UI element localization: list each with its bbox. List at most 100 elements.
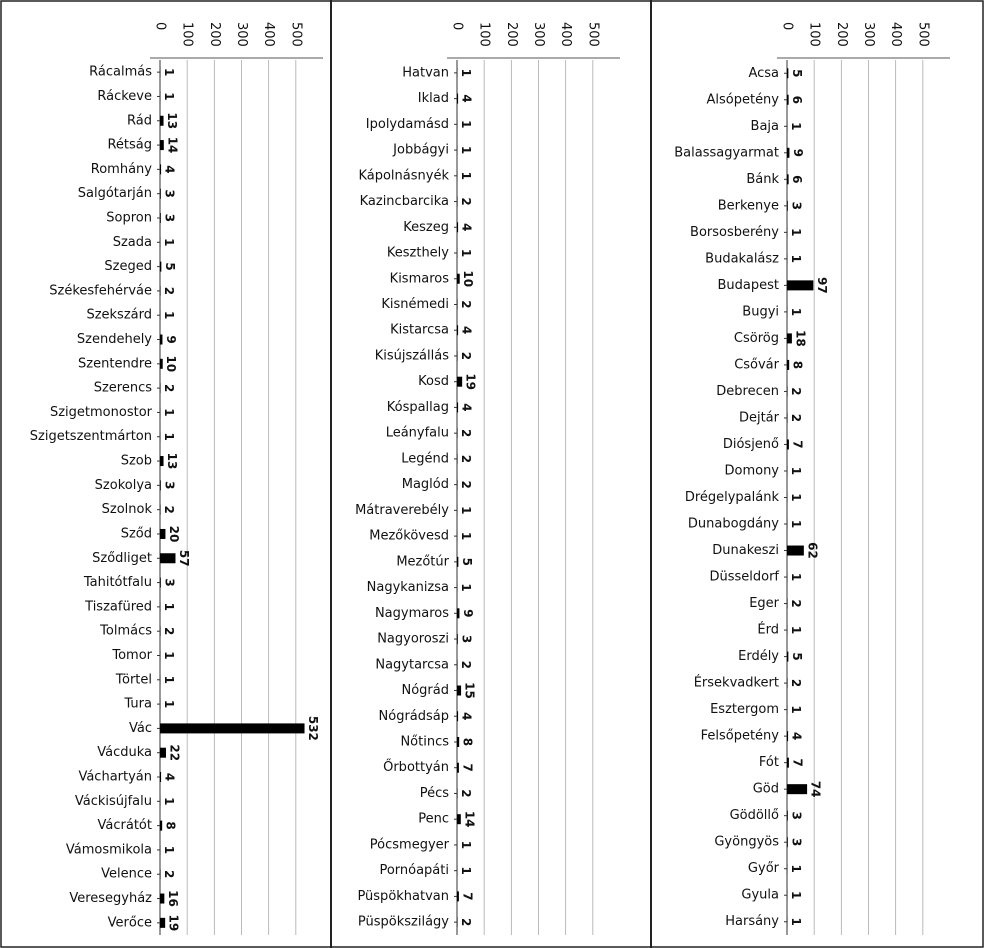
value-label: 532 [306, 716, 320, 741]
y-tick-label: Düsseldorf [709, 570, 779, 585]
value-label: 1 [459, 866, 473, 874]
value-label: 1 [459, 120, 473, 128]
value-label: 13 [165, 112, 179, 129]
value-label: 2 [162, 384, 176, 392]
bar [457, 299, 458, 310]
y-tick-label: Kápolnásnyék [358, 168, 449, 183]
bar [787, 68, 789, 79]
value-label: 2 [459, 300, 473, 308]
value-label: 1 [459, 172, 473, 180]
value-label: 5 [163, 262, 177, 270]
y-tick-label: Tiszafüred [84, 599, 152, 614]
value-label: 2 [789, 679, 803, 687]
value-label: 9 [164, 335, 178, 343]
x-tick-label: 0 [450, 22, 465, 30]
bar [457, 814, 461, 825]
value-label: 1 [459, 841, 473, 849]
value-label: 6 [790, 175, 804, 183]
value-label: 1 [789, 228, 803, 236]
y-tick-label: Salgótarján [78, 186, 152, 201]
value-label: 1 [162, 92, 176, 100]
bar [457, 685, 462, 696]
value-label: 1 [162, 238, 176, 246]
y-tick-label: Felsőpetény [701, 729, 780, 744]
y-tick-label: Szolnok [102, 502, 153, 517]
y-tick-label: Kismaros [390, 271, 450, 286]
y-tick-label: Pécs [420, 786, 450, 801]
y-tick-label: Váchartyán [78, 770, 152, 785]
y-tick-label: Tahitótfalu [83, 575, 152, 590]
y-tick-label: Püspökhatvan [357, 889, 449, 904]
y-tick-label: Hatvan [402, 65, 449, 80]
y-tick-label: Nagytarcsa [375, 657, 449, 672]
x-tick-label: 100 [477, 22, 492, 47]
value-label: 19 [464, 373, 478, 390]
bar [160, 358, 163, 369]
x-tick-label: 400 [888, 22, 903, 47]
bar [160, 212, 161, 223]
bar [160, 772, 162, 783]
value-label: 7 [460, 892, 474, 900]
value-label: 4 [460, 94, 474, 102]
y-tick-label: Alsópetény [706, 92, 779, 107]
bar [457, 608, 460, 619]
y-tick-label: Szeged [104, 259, 152, 274]
value-label: 2 [162, 287, 176, 295]
y-tick-label: Kistarcsa [390, 323, 449, 338]
bar [160, 261, 162, 272]
y-tick-label: Szob [121, 454, 152, 469]
y-tick-label: Diósjenő [723, 437, 779, 452]
value-label: 1 [459, 249, 473, 257]
bar [457, 711, 459, 722]
bar [457, 788, 458, 799]
y-tick-label: Sződliget [92, 551, 152, 566]
y-tick-label: Fót [759, 755, 779, 770]
y-tick-label: Püspökszilágy [358, 915, 449, 930]
bar [787, 598, 788, 609]
value-label: 3 [789, 838, 803, 846]
bar [160, 869, 161, 880]
y-tick-label: Esztergom [710, 702, 779, 717]
y-tick-label: Vácduka [97, 745, 152, 760]
x-tick-label: 200 [207, 22, 222, 47]
bar [457, 222, 459, 233]
y-tick-label: Velence [101, 867, 152, 882]
value-label: 1 [459, 146, 473, 154]
y-tick-label: Mátraverebély [355, 503, 449, 518]
y-tick-label: Gyula [741, 888, 779, 903]
value-label: 1 [789, 626, 803, 634]
y-tick-label: Leányfalu [386, 426, 449, 441]
value-label: 4 [460, 223, 474, 231]
value-label: 2 [459, 789, 473, 797]
y-tick-label: Törtel [115, 672, 152, 687]
bar [160, 115, 164, 126]
value-label: 1 [162, 797, 176, 805]
bar [457, 762, 459, 773]
y-tick-label: Érd [757, 622, 779, 638]
value-label: 10 [164, 355, 178, 372]
y-tick-label: Gyöngyös [714, 835, 779, 850]
y-tick-label: Váckisújfalu [75, 794, 152, 809]
value-label: 1 [789, 705, 803, 713]
bar [787, 200, 788, 211]
y-tick-label: Szigetszentmárton [30, 429, 152, 444]
y-tick-label: Szentendre [78, 356, 152, 371]
y-tick-label: Szekszárd [86, 308, 152, 323]
value-label: 1 [789, 520, 803, 528]
bar [160, 480, 161, 491]
bar [457, 891, 459, 902]
value-label: 1 [789, 918, 803, 926]
bar [457, 917, 458, 928]
value-label: 2 [162, 505, 176, 513]
y-tick-label: Acsa [748, 66, 779, 81]
value-label: 4 [790, 732, 804, 740]
bar [160, 723, 305, 734]
y-tick-label: Kazincbarcika [360, 194, 449, 209]
y-tick-label: Kosd [418, 374, 449, 389]
y-tick-label: Nagyoroszi [377, 632, 449, 647]
bar [787, 359, 790, 370]
value-label: 14 [165, 137, 179, 154]
x-tick-label: 100 [807, 22, 822, 47]
